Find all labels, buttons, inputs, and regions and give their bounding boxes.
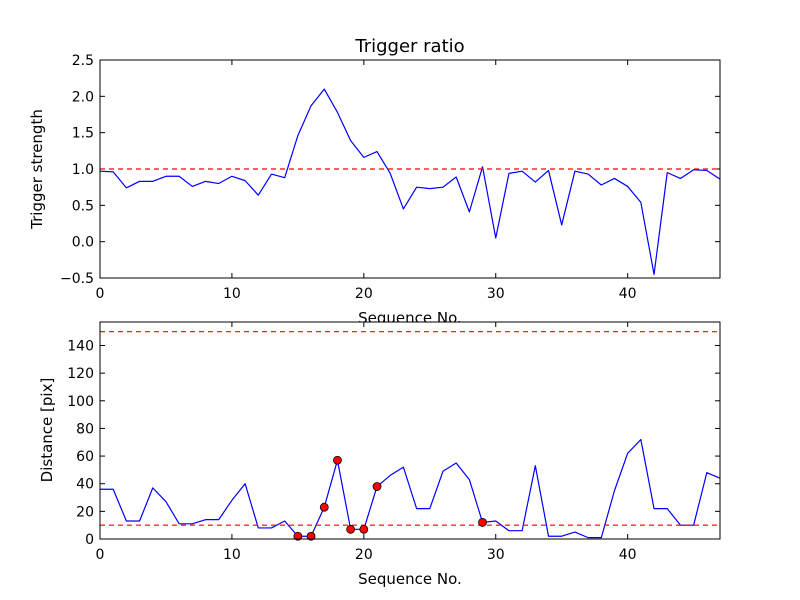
data-marker (359, 524, 369, 534)
plot-frame (99, 321, 721, 540)
data-marker (306, 531, 316, 541)
y-tick-label: 0 (85, 532, 94, 548)
x-tick-label: 10 (223, 286, 241, 302)
x-tick-label: 30 (487, 547, 505, 563)
y-tick-label: 2.5 (72, 53, 94, 69)
trigger-ratio-plot: Trigger ratio Sequence No. Trigger stren… (28, 36, 721, 327)
series-line (100, 438, 721, 539)
data-marker (478, 518, 487, 527)
y-tick-label: 40 (76, 477, 94, 493)
series-line (99, 88, 721, 275)
data-marker (372, 482, 382, 491)
data-marker (319, 502, 329, 512)
data-marker (346, 524, 356, 534)
marks-layer: 0 10 20 30 40 0 20 40 60 80 100 120 140 (67, 322, 721, 563)
x-tick-label: 0 (96, 286, 105, 302)
y-tick-label: 0.0 (72, 235, 94, 251)
x-tick-label: 20 (355, 547, 373, 563)
chart-title: Trigger ratio (354, 36, 464, 57)
data-marker (293, 531, 303, 541)
y-tick-label: 1.0 (72, 162, 94, 178)
y-axis-label: Trigger strength (28, 109, 46, 230)
x-axis-label: Sequence No. (358, 570, 462, 588)
y-tick-label: 60 (76, 449, 94, 465)
y-tick-label: 2.0 (72, 89, 94, 105)
y-tick-label: 80 (76, 421, 94, 437)
x-tick-label: 40 (619, 547, 637, 563)
y-tick-label: 140 (67, 338, 94, 354)
x-tick-label: 30 (487, 286, 505, 302)
y-tick-label: 20 (76, 504, 94, 520)
x-tick-label: 20 (355, 286, 373, 302)
plot-area (100, 322, 720, 539)
y-tick-label: 120 (67, 366, 94, 382)
y-tick-label: 0.5 (72, 198, 94, 214)
distance-plot: Sequence No. Distance [pix] 0 10 20 30 40 0 20… (38, 321, 721, 588)
plot-frame (99, 59, 721, 279)
y-tick-label: 100 (67, 394, 94, 410)
y-tick-label: −0.5 (60, 271, 94, 287)
x-tick-label: 10 (223, 547, 241, 563)
y-axis-label: Distance [pix] (38, 378, 56, 483)
x-tick-label: 0 (96, 547, 105, 563)
data-marker (333, 455, 342, 465)
y-tick-label: 1.5 (72, 126, 94, 142)
x-tick-label: 40 (619, 286, 637, 302)
